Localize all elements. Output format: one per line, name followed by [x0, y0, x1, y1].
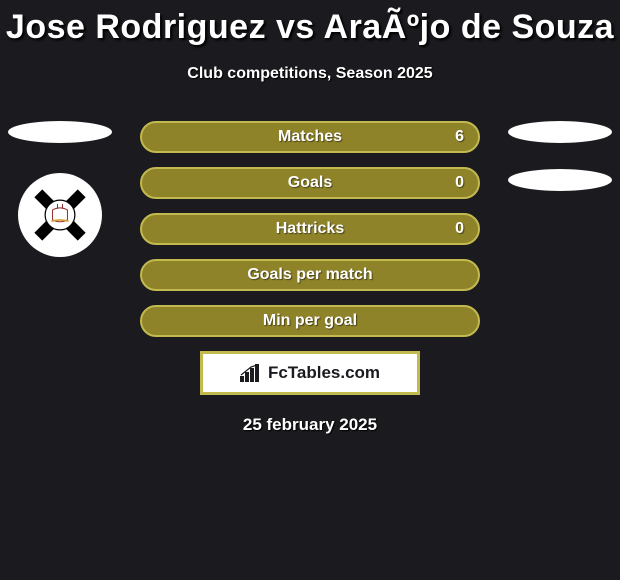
stat-rows: Matches 6 Goals 0 Hattricks 0 Goals per … [140, 121, 480, 337]
date-label: 25 february 2025 [0, 415, 620, 435]
stat-value: 0 [455, 174, 464, 192]
stat-row-goals: Goals 0 [140, 167, 480, 199]
player-right-placeholder-2 [508, 169, 612, 191]
stat-row-goals-per-match: Goals per match [140, 259, 480, 291]
stats-area: Matches 6 Goals 0 Hattricks 0 Goals per … [0, 121, 620, 435]
club-logo [18, 173, 102, 257]
player-right-placeholder-1 [508, 121, 612, 143]
chart-icon [240, 364, 262, 382]
stat-value: 0 [455, 220, 464, 238]
stat-label: Min per goal [263, 312, 357, 330]
vasco-crest-icon [29, 184, 91, 246]
brand-text: FcTables.com [268, 363, 380, 383]
stat-row-hattricks: Hattricks 0 [140, 213, 480, 245]
stat-label: Goals per match [247, 266, 372, 284]
stat-label: Goals [288, 174, 332, 192]
player-left-placeholder [8, 121, 112, 143]
stat-label: Hattricks [276, 220, 344, 238]
stat-value: 6 [455, 128, 464, 146]
stat-row-matches: Matches 6 [140, 121, 480, 153]
page-title: Jose Rodriguez vs AraÃºjo de Souza [0, 8, 620, 47]
comparison-card: Jose Rodriguez vs AraÃºjo de Souza Club … [0, 0, 620, 435]
stat-row-min-per-goal: Min per goal [140, 305, 480, 337]
stat-label: Matches [278, 128, 342, 146]
brand-box: FcTables.com [200, 351, 420, 395]
subtitle: Club competitions, Season 2025 [0, 65, 620, 83]
